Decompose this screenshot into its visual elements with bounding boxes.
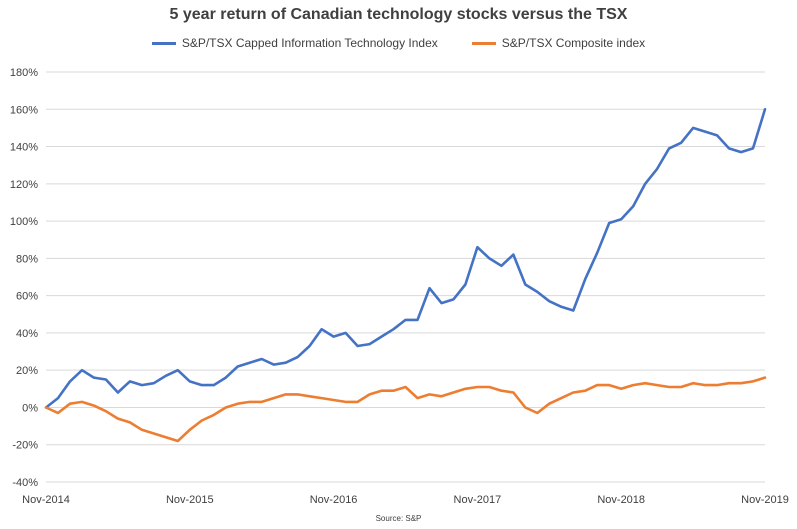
y-tick-label: 140% [10, 142, 38, 154]
y-tick-label: 0% [22, 402, 38, 414]
y-tick-label: 20% [16, 365, 38, 377]
legend-swatch-composite [471, 41, 496, 45]
legend-item-tech: S&P/TSX Capped Information Technology In… [151, 36, 438, 50]
legend-label-tech: S&P/TSX Capped Information Technology In… [181, 36, 438, 50]
legend: S&P/TSX Capped Information Technology In… [0, 36, 797, 50]
grid-lines [46, 71, 765, 483]
legend-item-composite: S&P/TSX Composite index [471, 36, 646, 50]
y-tick-label: 60% [16, 291, 38, 303]
legend-label-composite: S&P/TSX Composite index [501, 36, 646, 50]
y-tick-label: 160% [10, 104, 38, 116]
x-axis-ticks: Nov-2014 Nov-2015 Nov-2016 Nov-2017 Nov-2018… [22, 494, 789, 506]
x-tick-label: Nov-2019 [741, 494, 789, 506]
series-line-tech-index [44, 108, 767, 409]
y-tick-label: 100% [10, 216, 38, 228]
y-tick-label: 80% [16, 253, 38, 265]
series-line-composite-index [44, 376, 767, 443]
y-tick-label: -20% [12, 440, 38, 452]
y-axis-ticks: -40% -20% 0% 20% 40% 60% 80% 100% 120% 140% 160% 18… [10, 67, 38, 489]
x-tick-label: Nov-2018 [597, 494, 645, 506]
x-tick-label: Nov-2015 [166, 494, 214, 506]
y-tick-label: 180% [10, 67, 38, 79]
y-tick-label: -40% [12, 477, 38, 489]
y-tick-label: 120% [10, 179, 38, 191]
chart-title: 5 year return of Canadian technology sto… [169, 6, 628, 23]
series-lines [44, 108, 767, 443]
source-note: Source: S&P [375, 514, 422, 523]
y-tick-label: 40% [16, 328, 38, 340]
x-tick-label: Nov-2017 [454, 494, 502, 506]
x-tick-label: Nov-2014 [22, 494, 70, 506]
legend-swatch-tech [151, 41, 176, 45]
x-tick-label: Nov-2016 [310, 494, 358, 506]
